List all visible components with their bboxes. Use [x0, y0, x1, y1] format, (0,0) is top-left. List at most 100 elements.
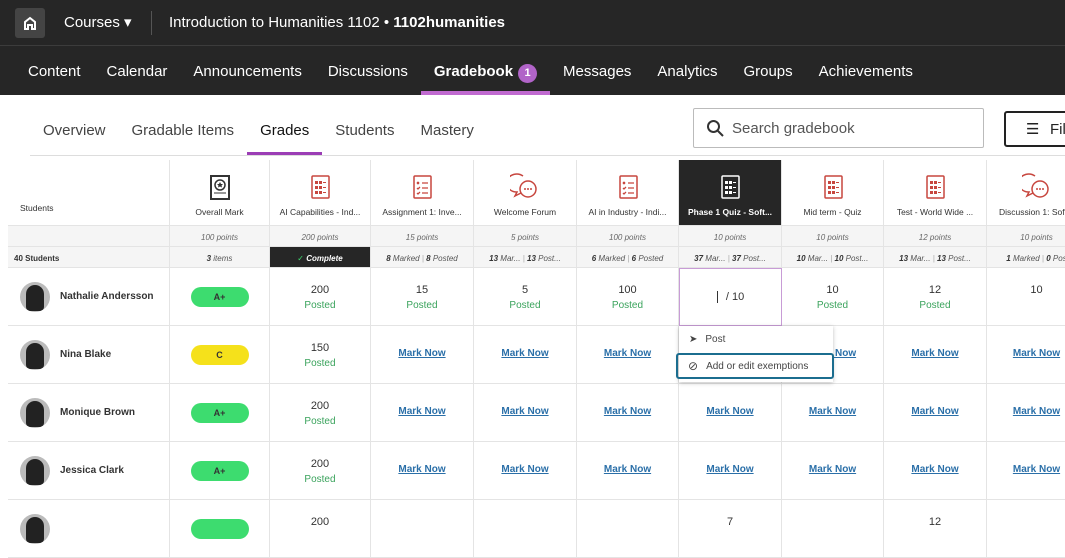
nav-item-gradebook[interactable]: Gradebook 1	[420, 46, 551, 95]
posted-count: 8	[426, 254, 431, 263]
student-name[interactable]: Jessica Clark	[60, 465, 124, 476]
grade-cell[interactable]: 200 Posted	[270, 384, 371, 442]
grade-cell[interactable]: Mark Now	[474, 442, 577, 500]
grade-cell[interactable]	[371, 500, 474, 558]
mark-now-link[interactable]: Mark Now	[603, 348, 652, 359]
nav-item-discussions[interactable]: Discussions	[315, 46, 421, 95]
grade-cell[interactable]: 200	[270, 500, 371, 558]
student-name-cell[interactable]: Nina Blake	[8, 326, 170, 384]
grade-cell[interactable]: Mark Now	[884, 326, 987, 384]
grade-cell[interactable]: Mark Now	[474, 326, 577, 384]
column-name: Overall Mark	[195, 207, 244, 217]
grade-cell[interactable]	[987, 500, 1065, 558]
grade-cell[interactable]: 200 Posted	[270, 268, 371, 326]
mark-now-link[interactable]: Mark Now	[501, 348, 549, 359]
search-input[interactable]: Search gradebook	[693, 108, 984, 148]
mark-now-link[interactable]: Mark Now	[398, 464, 446, 475]
grade-cell[interactable]: 5 Posted	[474, 268, 577, 326]
mark-now-link[interactable]: Mark Now	[1012, 406, 1061, 417]
mark-now-link[interactable]: Mark Now	[398, 406, 446, 417]
grade-cell[interactable]: Mark Now	[782, 384, 884, 442]
grade-cell[interactable]: Mark Now	[679, 384, 782, 442]
menu-item-post[interactable]: ➤ Post	[679, 326, 833, 352]
grade-cell[interactable]: Mark Now	[987, 442, 1065, 500]
grade-cell[interactable]: Mark Now	[884, 384, 987, 442]
grade-cell[interactable]: 200 Posted	[270, 442, 371, 500]
grade-cell[interactable]: Mark Now	[884, 442, 987, 500]
column-header[interactable]: Welcome Forum	[474, 160, 577, 226]
student-name[interactable]: Nina Blake	[60, 349, 112, 360]
column-header[interactable]: Phase 1 Quiz - Soft...	[679, 160, 782, 226]
mark-now-link[interactable]: Mark Now	[603, 406, 652, 417]
grade-cell[interactable]: Mark Now	[371, 326, 474, 384]
home-button[interactable]	[15, 8, 45, 38]
grade-cell[interactable]	[577, 500, 679, 558]
grade-cell[interactable]	[474, 500, 577, 558]
student-name-cell[interactable]: Monique Brown	[8, 384, 170, 442]
filter-button[interactable]: ☰ Filt	[1004, 111, 1065, 147]
mark-now-link[interactable]: Mark Now	[706, 406, 754, 417]
column-header[interactable]: Discussion 1: Soft...	[987, 160, 1065, 226]
tab-gradable-items[interactable]: Gradable Items	[131, 122, 235, 139]
mark-now-link[interactable]: Mark Now	[911, 464, 959, 475]
menu-item-exemptions[interactable]: ⊘ Add or edit exemptions	[676, 353, 834, 379]
student-name[interactable]: Nathalie Andersson	[60, 291, 154, 302]
grade-cell[interactable]: Mark Now	[577, 326, 679, 384]
nav-item-announcements[interactable]: Announcements	[180, 46, 314, 95]
student-name-cell[interactable]: Jessica Clark	[8, 442, 170, 500]
mark-now-link[interactable]: Mark Now	[501, 464, 549, 475]
tab-overview[interactable]: Overview	[43, 122, 106, 139]
mark-now-link[interactable]: Mark Now	[808, 464, 857, 475]
mark-now-link[interactable]: Mark Now	[1012, 464, 1061, 475]
nav-item-achievements[interactable]: Achievements	[806, 46, 926, 95]
grade-cell[interactable]: Mark Now	[679, 442, 782, 500]
nav-item-messages[interactable]: Messages	[550, 46, 644, 95]
grade-input[interactable]	[716, 291, 723, 303]
mark-now-link[interactable]: Mark Now	[808, 406, 857, 417]
column-header[interactable]: AI in Industry - Indi...	[577, 160, 679, 226]
grade-cell[interactable]: 12 Posted	[884, 268, 987, 326]
grade-cell[interactable]: 150 Posted	[270, 326, 371, 384]
mark-now-link[interactable]: Mark Now	[706, 464, 754, 475]
assignment-icon	[408, 173, 436, 203]
grade-cell[interactable]: 100 Posted	[577, 268, 679, 326]
student-name[interactable]: Monique Brown	[60, 407, 135, 418]
tab-grades[interactable]: Grades	[247, 106, 323, 155]
mark-now-link[interactable]: Mark Now	[603, 464, 652, 475]
courses-menu[interactable]: Courses ▾	[64, 13, 132, 31]
grade-cell[interactable]: Mark Now	[371, 442, 474, 500]
column-header[interactable]: Mid term - Quiz	[782, 160, 884, 226]
mark-now-link[interactable]: Mark Now	[501, 406, 549, 417]
grade-cell[interactable]: Mark Now	[474, 384, 577, 442]
grade-cell[interactable]: 10 Posted	[782, 268, 884, 326]
column-header[interactable]: AI Capabilities - Ind...	[270, 160, 371, 226]
grade-cell[interactable]: Mark Now	[987, 326, 1065, 384]
grade-value: 200	[310, 458, 330, 470]
student-name-cell[interactable]	[8, 500, 170, 558]
nav-item-analytics[interactable]: Analytics	[644, 46, 730, 95]
mark-now-link[interactable]: Mark Now	[1012, 348, 1061, 359]
grade-cell[interactable]: / 10	[679, 268, 782, 326]
grade-cell[interactable]: 15 Posted	[371, 268, 474, 326]
grade-cell[interactable]: 10	[987, 268, 1065, 326]
column-header-overall-mark[interactable]: Overall Mark	[170, 160, 270, 226]
nav-item-calendar[interactable]: Calendar	[94, 46, 181, 95]
grade-cell[interactable]: Mark Now	[782, 442, 884, 500]
grade-cell[interactable]: Mark Now	[577, 442, 679, 500]
column-header[interactable]: Test - World Wide ...	[884, 160, 987, 226]
mark-now-link[interactable]: Mark Now	[911, 348, 959, 359]
column-header[interactable]: Assignment 1: Inve...	[371, 160, 474, 226]
tab-students[interactable]: Students	[335, 122, 395, 139]
grade-cell[interactable]: Mark Now	[987, 384, 1065, 442]
grade-cell[interactable]: 12	[884, 500, 987, 558]
grade-cell[interactable]: 7	[679, 500, 782, 558]
grade-cell[interactable]	[782, 500, 884, 558]
nav-item-content[interactable]: Content	[15, 46, 94, 95]
mark-now-link[interactable]: Mark Now	[398, 348, 446, 359]
tab-mastery[interactable]: Mastery	[420, 122, 474, 139]
mark-now-link[interactable]: Mark Now	[911, 406, 959, 417]
student-name-cell[interactable]: Nathalie Andersson	[8, 268, 170, 326]
grade-cell[interactable]: Mark Now	[577, 384, 679, 442]
grade-cell[interactable]: Mark Now	[371, 384, 474, 442]
nav-item-groups[interactable]: Groups	[730, 46, 805, 95]
